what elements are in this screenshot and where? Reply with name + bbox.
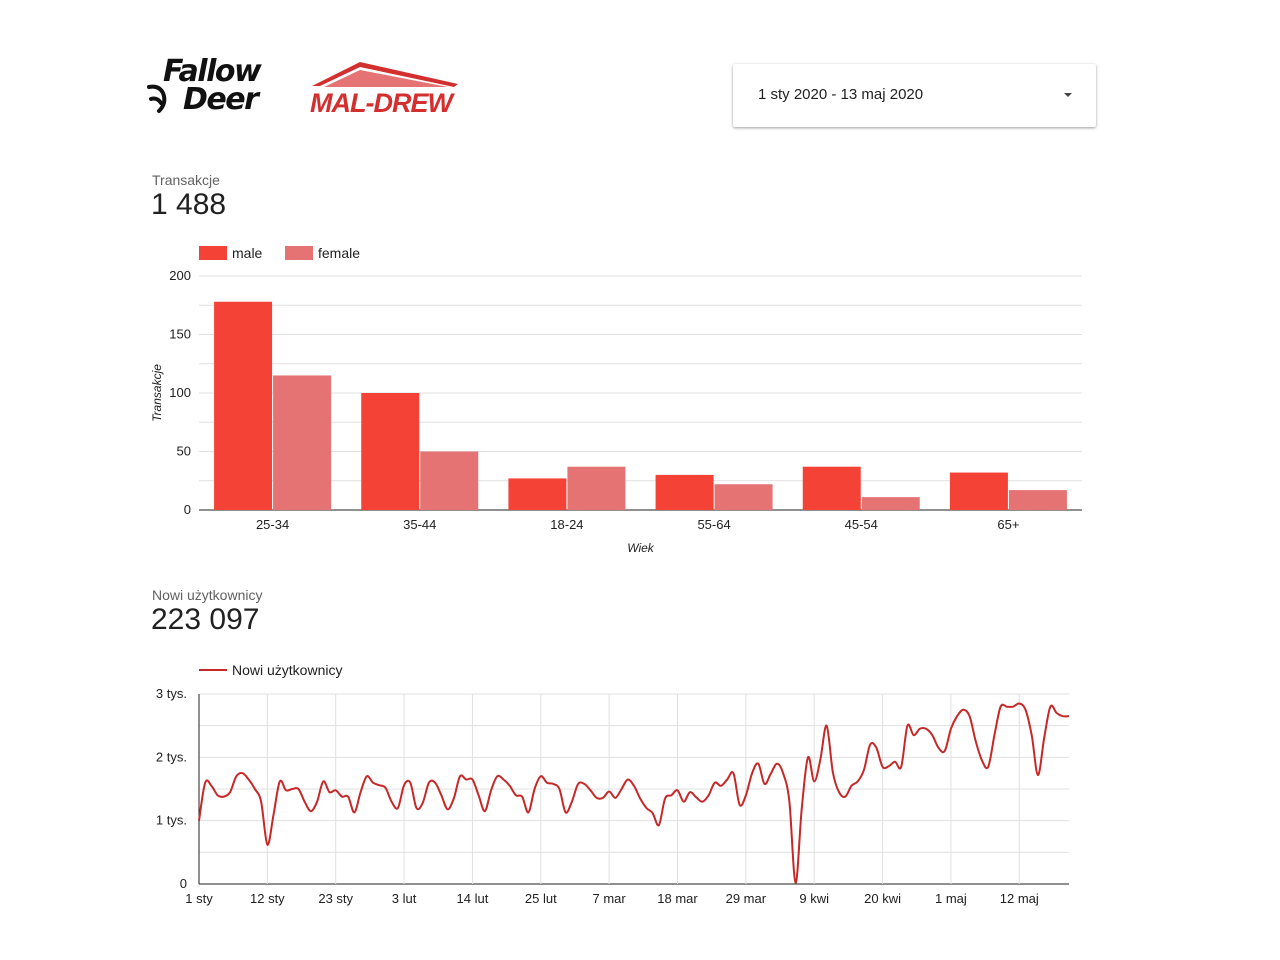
transactions-score-label: Transakcje bbox=[152, 172, 220, 188]
x-tick-label: 14 lut bbox=[457, 891, 489, 906]
date-range-label: 1 sty 2020 - 13 maj 2020 bbox=[758, 86, 924, 103]
bar-male-25-34 bbox=[214, 301, 273, 510]
legend-swatch-female bbox=[285, 246, 313, 260]
x-tick-label: 23 sty bbox=[318, 891, 353, 906]
y-tick-label: 1 tys. bbox=[156, 813, 187, 828]
x-tick-label: 25-34 bbox=[256, 517, 289, 532]
new-users-score-value: 223 097 bbox=[151, 603, 260, 636]
fallow-deer-logo: Fallow Deer bbox=[145, 55, 280, 119]
x-tick-label: 12 sty bbox=[250, 891, 285, 906]
legend-label-female: female bbox=[318, 245, 360, 261]
x-tick-label: 18-24 bbox=[550, 517, 583, 532]
x-tick-label: 7 mar bbox=[593, 891, 627, 906]
x-tick-label: 55-64 bbox=[697, 517, 730, 532]
y-axis-label: Transakcje bbox=[150, 364, 164, 422]
dropdown-caret-icon bbox=[1064, 93, 1072, 97]
mal-drew-roof-icon: MAL-DREW bbox=[310, 62, 458, 118]
bar-female-55-64 bbox=[714, 484, 773, 510]
bar-female-18-24 bbox=[567, 466, 626, 510]
x-tick-label: 25 lut bbox=[525, 891, 557, 906]
bar-male-65+ bbox=[949, 472, 1008, 510]
x-axis-label: Wiek bbox=[627, 541, 655, 555]
x-tick-label: 9 kwi bbox=[799, 891, 829, 906]
new-users-line-chart: Nowi użytkownicy 1 sty 12 sty 23 sty 3 lut 14… bbox=[156, 662, 1070, 906]
series-line-new-users bbox=[198, 702, 1070, 884]
y-tick-label: 100 bbox=[169, 385, 191, 400]
x-tick-label: 3 lut bbox=[392, 891, 417, 906]
bar-female-25-34 bbox=[273, 375, 332, 510]
x-tick-label: 29 mar bbox=[726, 891, 767, 906]
new-users-score-label: Nowi użytkownicy bbox=[152, 587, 263, 603]
deer-antler-icon bbox=[147, 84, 167, 113]
bar-female-35-44 bbox=[420, 451, 479, 510]
bar-female-65+ bbox=[1008, 490, 1067, 510]
logo-fallow-line2: Deer bbox=[183, 82, 259, 117]
logo-fallow-line1: Fallow bbox=[163, 54, 262, 89]
transactions-bar-chart: male female 0 50 100 150 200 Transakcje 25-34 35-… bbox=[150, 245, 1082, 555]
x-tick-label: 12 maj bbox=[1000, 891, 1039, 906]
bar-female-45-54 bbox=[861, 497, 920, 510]
x-tick-label: 65+ bbox=[997, 517, 1019, 532]
x-tick-label: 45-54 bbox=[845, 517, 878, 532]
legend-swatch-male bbox=[199, 246, 227, 260]
legend-label-male: male bbox=[232, 245, 263, 261]
y-tick-label: 50 bbox=[177, 444, 191, 459]
y-tick-label: 0 bbox=[184, 502, 191, 517]
bar-male-18-24 bbox=[508, 478, 567, 510]
bar-male-55-64 bbox=[655, 474, 714, 510]
date-range-selector[interactable]: 1 sty 2020 - 13 maj 2020 bbox=[733, 64, 1096, 127]
y-tick-label: 2 tys. bbox=[156, 749, 187, 764]
y-tick-label: 0 bbox=[180, 876, 187, 891]
logo-maldrew-text: MAL-DREW bbox=[310, 88, 455, 116]
y-tick-label: 3 tys. bbox=[156, 686, 187, 701]
bar-male-35-44 bbox=[361, 393, 420, 510]
y-tick-label: 150 bbox=[169, 327, 191, 342]
x-tick-label: 1 maj bbox=[935, 891, 967, 906]
y-tick-label: 200 bbox=[169, 268, 191, 283]
x-tick-label: 35-44 bbox=[403, 517, 436, 532]
legend-label-new-users: Nowi użytkownicy bbox=[232, 662, 342, 678]
x-tick-label: 18 mar bbox=[657, 891, 698, 906]
x-tick-label: 20 kwi bbox=[864, 891, 901, 906]
mal-drew-logo: MAL-DREW bbox=[308, 60, 460, 118]
bar-male-45-54 bbox=[802, 466, 861, 510]
x-tick-label: 1 sty bbox=[185, 891, 213, 906]
transactions-score-value: 1 488 bbox=[151, 188, 227, 221]
